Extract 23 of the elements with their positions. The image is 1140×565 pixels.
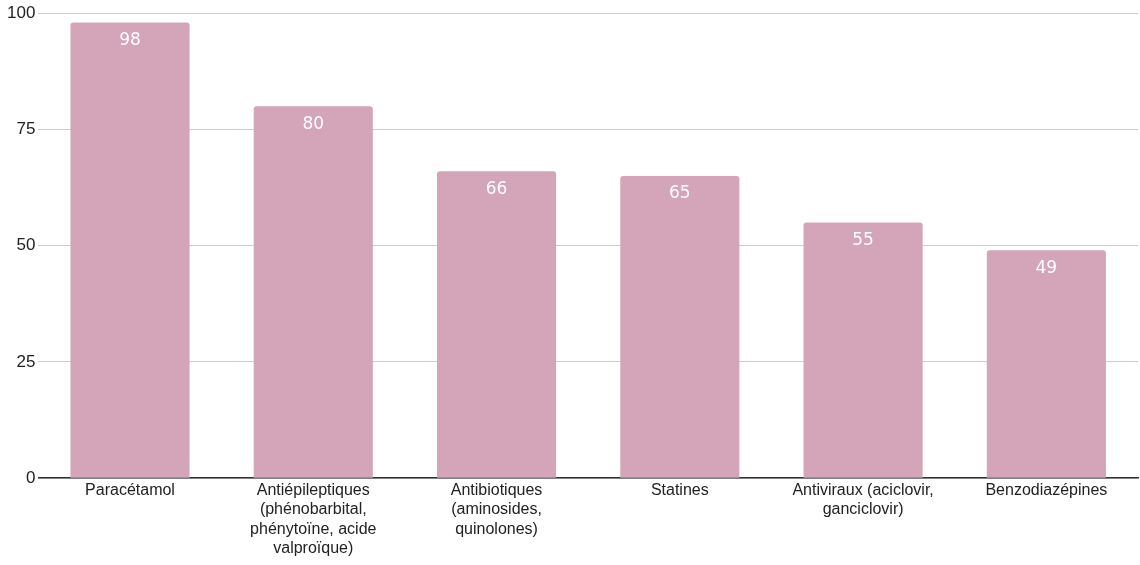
y-tick-label: 0 [25,467,36,487]
y-tick-label: 25 [16,351,36,371]
y-tick-label: 75 [16,119,36,139]
y-tick-label: 50 [16,235,36,255]
x-tick-label: Paracétamol [85,481,175,499]
y-tick-label: 100 [6,2,36,22]
x-tick-label: Antiépileptiques (phénobarbital, phénytoïne, acide valproïque) [250,481,377,556]
x-tick-label: Benzodiazépines [985,481,1108,499]
bar [803,222,923,478]
x-tick-label: Antiviraux (aciclovir, ganciclovir) [792,481,934,518]
x-tick-label: Antibiotiques (aminosides, quinolones) [450,481,543,537]
data-label: 80 [302,112,325,133]
bar [253,106,373,478]
data-label: 55 [852,228,874,249]
data-label: 49 [1035,256,1058,277]
bar [620,175,740,478]
bar [436,171,557,478]
data-label: 66 [485,177,508,198]
data-label: 98 [119,28,141,49]
bar [986,250,1106,478]
data-label: 65 [669,182,691,203]
x-tick-label: Statines [650,481,709,499]
bar [70,22,190,478]
